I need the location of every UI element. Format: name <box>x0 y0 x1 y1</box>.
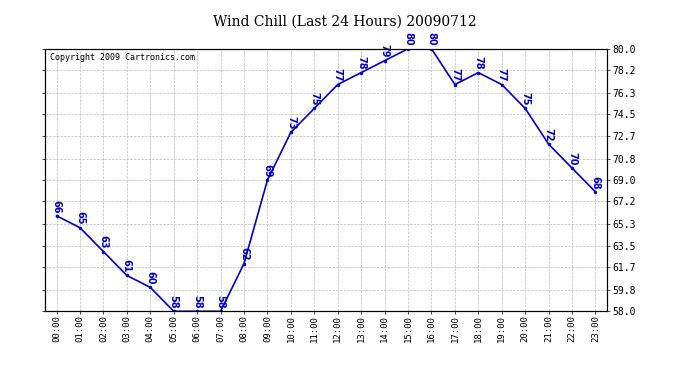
Text: 78: 78 <box>356 56 366 70</box>
Text: 72: 72 <box>544 128 553 141</box>
Text: 70: 70 <box>567 152 577 165</box>
Text: 75: 75 <box>520 92 530 106</box>
Text: Wind Chill (Last 24 Hours) 20090712: Wind Chill (Last 24 Hours) 20090712 <box>213 15 477 29</box>
Text: 58: 58 <box>215 295 226 309</box>
Text: 73: 73 <box>286 116 296 129</box>
Text: 77: 77 <box>450 68 460 82</box>
Text: 80: 80 <box>426 32 437 46</box>
Text: 65: 65 <box>75 211 85 225</box>
Text: 62: 62 <box>239 247 249 261</box>
Text: Copyright 2009 Cartronics.com: Copyright 2009 Cartronics.com <box>50 53 195 62</box>
Text: 79: 79 <box>380 44 390 58</box>
Text: 63: 63 <box>99 236 108 249</box>
Text: 61: 61 <box>122 259 132 273</box>
Text: 75: 75 <box>309 92 319 106</box>
Text: 80: 80 <box>403 32 413 46</box>
Text: 77: 77 <box>497 68 506 82</box>
Text: 77: 77 <box>333 68 343 82</box>
Text: 60: 60 <box>146 271 155 285</box>
Text: 68: 68 <box>591 176 600 189</box>
Text: 66: 66 <box>52 200 61 213</box>
Text: 58: 58 <box>169 295 179 309</box>
Text: 78: 78 <box>473 56 483 70</box>
Text: 69: 69 <box>262 164 273 177</box>
Text: 58: 58 <box>192 295 202 309</box>
